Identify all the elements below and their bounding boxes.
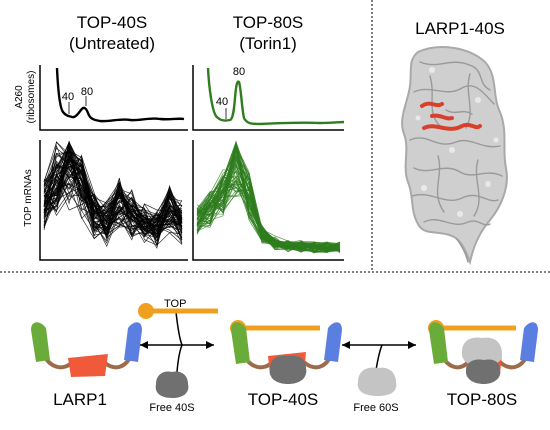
larp1-green-domain <box>31 322 50 362</box>
top-mrna-cap <box>138 303 154 319</box>
free40s-reagent <box>155 371 189 398</box>
free60s-reagent <box>357 367 397 396</box>
mrna-trace-line <box>43 166 183 234</box>
larp1-free-state <box>31 322 142 377</box>
mrna-trace-line <box>196 143 341 250</box>
top80s-40s-subunit <box>465 359 501 384</box>
top40s-profile-axes <box>39 65 188 131</box>
free40s-entry-curve <box>176 344 183 373</box>
mrna-trace-line <box>43 156 183 230</box>
larp1-structure-highlight <box>420 101 482 131</box>
mrna-trace-line <box>43 163 183 238</box>
top40s-a260-trace <box>55 67 185 123</box>
top40s-green-domain <box>231 322 250 364</box>
free60s-entry-curve <box>375 344 383 371</box>
top80s-mrna-axes <box>192 140 344 261</box>
top40s-peak40-label: 40 <box>62 91 74 103</box>
top-mrnas-axis-label: TOP mRNAs <box>23 169 34 226</box>
top40s-mrna-traces <box>43 140 183 250</box>
mrna-trace-line <box>43 159 183 231</box>
state2-label: TOP-40S <box>248 390 319 409</box>
larp1-red-domain <box>68 354 108 377</box>
top40s-peak80-label: 80 <box>81 86 93 98</box>
mrna-trace-line <box>43 146 183 238</box>
top80s-mrna-traces <box>196 140 341 254</box>
reagent-40s-label: Free 40S <box>149 402 194 414</box>
mrna-trace-line <box>196 187 341 254</box>
top40s-mrna-axes <box>39 140 188 261</box>
top80s-peak40-label: 40 <box>216 96 228 108</box>
top80s-profile-axes <box>192 65 344 131</box>
a260-axis-label: A260 <box>14 85 25 109</box>
arrowhead-right-1 <box>206 341 214 349</box>
arrowhead-right-2 <box>408 341 416 349</box>
top80s-subtitle: (Torin1) <box>239 34 297 53</box>
top80s-complex-state <box>428 320 538 384</box>
arrowhead-left-2 <box>342 341 350 349</box>
mrna-trace-line <box>43 163 183 235</box>
mrna-trace-line <box>43 160 183 236</box>
arrowhead-left-1 <box>140 341 148 349</box>
mrna-trace-line <box>43 192 183 228</box>
state1-label: LARP1 <box>53 390 107 409</box>
top80s-peak80-label: 80 <box>233 66 245 78</box>
mrna-trace-line <box>43 156 183 224</box>
top80s-a260-trace <box>206 67 345 126</box>
mrna-trace-line <box>43 165 183 228</box>
structure-title: LARP1-40S <box>415 19 505 38</box>
mrna-trace-line <box>43 179 183 239</box>
a260-axis-label-line2: (ribosomes) <box>26 71 37 124</box>
top40s-complex-state <box>230 320 342 384</box>
ribosome-40s-structure <box>401 46 508 266</box>
top80s-green-domain <box>429 322 448 364</box>
top40s-blue-domain <box>324 322 342 362</box>
a260-axis-label-2: (ribosomes) <box>26 71 37 124</box>
larp1-blue-domain <box>124 322 142 362</box>
top-entry-curve <box>175 311 183 346</box>
mrna-trace-line <box>43 155 183 241</box>
mrna-trace-line <box>196 141 341 249</box>
top80s-60s-subunit <box>461 337 503 366</box>
reagent-top-label: TOP <box>164 298 186 310</box>
state3-label: TOP-80S <box>447 390 518 409</box>
top80s-title: TOP-80S <box>233 13 304 32</box>
mrna-trace-line <box>196 179 341 249</box>
a260-axis-label-line1: A260 <box>14 85 25 109</box>
top40s-title: TOP-40S <box>77 13 148 32</box>
mrna-trace-line <box>196 156 341 250</box>
reagent-60s-label: Free 60S <box>353 402 398 414</box>
top40s-40s-subunit <box>269 355 307 384</box>
top40s-subtitle: (Untreated) <box>69 34 155 53</box>
top80s-blue-domain <box>520 322 538 362</box>
